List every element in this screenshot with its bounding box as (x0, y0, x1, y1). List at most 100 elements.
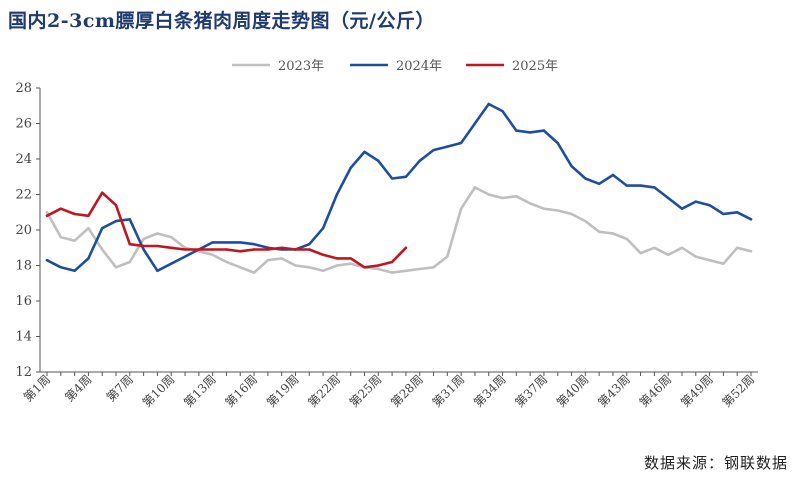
y-tick-label: 24 (15, 152, 32, 167)
data-point (87, 227, 90, 230)
data-point (694, 200, 697, 203)
data-point (128, 218, 131, 221)
y-tick-label: 22 (15, 188, 32, 203)
data-point (101, 248, 104, 251)
data-point (377, 159, 380, 162)
data-point (708, 204, 711, 207)
data-point (239, 266, 242, 269)
data-point (45, 211, 49, 214)
data-point (170, 262, 173, 265)
data-point (73, 269, 76, 272)
data-point (156, 232, 159, 235)
data-point (59, 266, 62, 269)
series-line-2024年 (45, 102, 753, 273)
data-point (749, 218, 753, 221)
data-point (280, 257, 283, 260)
data-point (570, 212, 573, 216)
data-point (156, 244, 159, 248)
x-tick-label: 第31周 (430, 372, 468, 410)
data-point (598, 182, 601, 185)
data-point (611, 173, 615, 177)
data-point (128, 243, 131, 246)
data-point (252, 248, 256, 251)
data-point (653, 186, 656, 189)
x-tick-label: 第7周 (104, 372, 136, 404)
data-point (101, 227, 104, 230)
data-point (349, 262, 352, 265)
data-point (308, 243, 311, 246)
data-point (736, 246, 739, 249)
y-tick-label: 16 (15, 294, 32, 309)
x-tick-label: 第46周 (637, 372, 675, 410)
data-point (473, 186, 477, 189)
data-point (404, 246, 408, 249)
data-point (487, 102, 490, 106)
x-tick-label: 第25周 (347, 372, 385, 410)
data-point (225, 260, 228, 264)
data-point (473, 122, 477, 125)
data-point (390, 177, 394, 180)
data-point (432, 266, 435, 269)
y-tick-label: 12 (15, 365, 32, 380)
data-point (446, 255, 449, 258)
data-point (321, 227, 325, 230)
data-point (114, 266, 118, 269)
data-point (722, 212, 725, 216)
data-point (211, 248, 214, 251)
chart-legend: 2023年 2024年 2025年 (232, 59, 558, 74)
legend-label: 2024年 (396, 59, 442, 74)
data-point (418, 159, 421, 162)
data-point (142, 237, 145, 241)
data-point (390, 260, 394, 264)
y-tick-label: 18 (15, 259, 32, 274)
data-point (252, 271, 256, 274)
data-point (87, 257, 90, 260)
data-point (404, 175, 408, 178)
data-point (321, 253, 325, 256)
y-tick-label: 28 (15, 81, 32, 96)
data-point (501, 196, 504, 200)
y-tick-label: 14 (15, 330, 32, 345)
data-point (45, 259, 49, 262)
data-point (528, 202, 532, 205)
data-point (611, 232, 615, 235)
chart-title: 国内2-3cm膘厚白条猪肉周度走势图（元/公斤） (8, 10, 435, 32)
data-point (556, 141, 559, 145)
y-tick-label: 20 (15, 223, 32, 238)
data-point (239, 241, 242, 244)
data-point (142, 248, 145, 251)
data-point (294, 264, 297, 267)
x-tick-label: 第4周 (62, 372, 94, 404)
data-point (114, 219, 118, 223)
data-point (87, 214, 90, 217)
data-point (556, 209, 559, 212)
data-point (542, 207, 546, 210)
data-point (390, 271, 394, 274)
data-point (225, 248, 228, 251)
data-point (211, 241, 214, 244)
data-point (197, 248, 200, 251)
data-point (349, 166, 352, 170)
data-point (59, 207, 62, 210)
data-point (487, 193, 490, 196)
x-tick-label: 第40周 (554, 372, 592, 410)
data-point (446, 145, 449, 148)
data-point (736, 211, 739, 214)
data-point (225, 241, 228, 244)
data-point (584, 177, 587, 180)
data-point (625, 237, 628, 241)
legend-label: 2025年 (512, 59, 558, 74)
data-point (377, 264, 380, 267)
data-point (335, 193, 339, 196)
x-tick-label: 第16周 (223, 372, 261, 410)
data-point (308, 266, 311, 269)
data-point (321, 269, 325, 272)
data-point (363, 150, 366, 154)
data-point (667, 196, 670, 200)
x-tick-label: 第22周 (305, 372, 343, 410)
data-point (528, 131, 532, 134)
data-point (722, 262, 725, 265)
data-point (45, 214, 49, 217)
x-tick-label: 第43周 (595, 372, 633, 410)
data-point (459, 207, 463, 210)
